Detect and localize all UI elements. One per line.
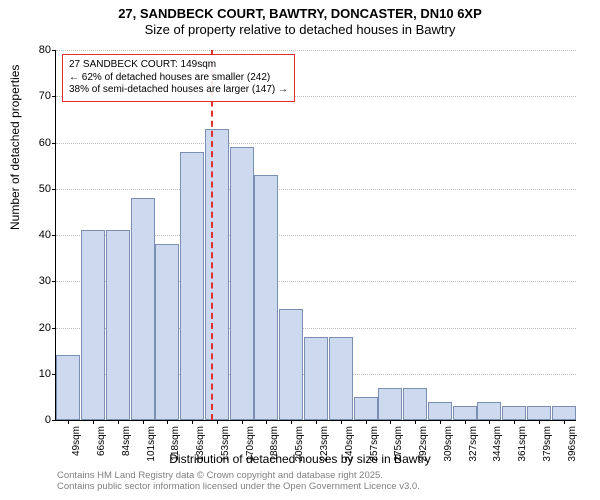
ytick-label: 80 bbox=[39, 44, 51, 56]
ytick-label: 30 bbox=[39, 275, 51, 287]
xtick-mark bbox=[465, 420, 466, 424]
xtick-mark bbox=[291, 420, 292, 424]
bar bbox=[205, 129, 229, 420]
xtick-label: 118sqm bbox=[170, 426, 181, 461]
bar bbox=[329, 337, 353, 420]
ytick-mark bbox=[52, 281, 56, 282]
attribution-line-1: Contains HM Land Registry data © Crown c… bbox=[57, 470, 420, 481]
xtick-mark bbox=[242, 420, 243, 424]
xtick-mark bbox=[564, 420, 565, 424]
bar bbox=[279, 309, 303, 420]
ytick-mark bbox=[52, 50, 56, 51]
xtick-label: 396sqm bbox=[567, 426, 578, 462]
xtick-mark bbox=[68, 420, 69, 424]
bar bbox=[81, 230, 105, 420]
title-line-2: Size of property relative to detached ho… bbox=[0, 22, 600, 38]
xtick-label: 153sqm bbox=[220, 426, 231, 462]
xtick-label: 170sqm bbox=[245, 426, 256, 462]
xtick-mark bbox=[167, 420, 168, 424]
xtick-mark bbox=[415, 420, 416, 424]
xtick-label: 49sqm bbox=[71, 426, 82, 456]
annotation-line2: ← 62% of detached houses are smaller (24… bbox=[69, 72, 288, 85]
bar bbox=[254, 175, 278, 420]
xtick-label: 327sqm bbox=[468, 426, 479, 462]
ytick-mark bbox=[52, 420, 56, 421]
xtick-mark bbox=[118, 420, 119, 424]
xtick-mark bbox=[539, 420, 540, 424]
annotation-line3: 38% of semi-detached houses are larger (… bbox=[69, 84, 288, 97]
bar bbox=[552, 406, 576, 420]
ytick-mark bbox=[52, 96, 56, 97]
xtick-mark bbox=[316, 420, 317, 424]
chart-container: 27, SANDBECK COURT, BAWTRY, DONCASTER, D… bbox=[0, 0, 600, 500]
ytick-label: 20 bbox=[39, 322, 51, 334]
xtick-mark bbox=[514, 420, 515, 424]
plot-area: 27 SANDBECK COURT: 149sqm← 62% of detach… bbox=[55, 50, 576, 421]
xtick-mark bbox=[217, 420, 218, 424]
bar bbox=[378, 388, 402, 420]
bar bbox=[477, 402, 501, 421]
xtick-label: 66sqm bbox=[96, 426, 107, 456]
bar bbox=[453, 406, 477, 420]
gridline bbox=[56, 143, 576, 144]
title-block: 27, SANDBECK COURT, BAWTRY, DONCASTER, D… bbox=[0, 0, 600, 37]
property-marker-line bbox=[211, 50, 213, 420]
xtick-mark bbox=[341, 420, 342, 424]
bar bbox=[230, 147, 254, 420]
xtick-label: 257sqm bbox=[369, 426, 380, 462]
bar bbox=[502, 406, 526, 420]
xtick-mark bbox=[266, 420, 267, 424]
xtick-label: 223sqm bbox=[319, 426, 330, 462]
ytick-mark bbox=[52, 143, 56, 144]
attribution-line-2: Contains public sector information licen… bbox=[57, 481, 420, 492]
annotation-box: 27 SANDBECK COURT: 149sqm← 62% of detach… bbox=[62, 54, 295, 102]
bar bbox=[180, 152, 204, 420]
bar bbox=[106, 230, 130, 420]
ytick-label: 70 bbox=[39, 90, 51, 102]
bar bbox=[428, 402, 452, 421]
xtick-label: 240sqm bbox=[344, 426, 355, 462]
xtick-label: 344sqm bbox=[492, 426, 503, 462]
xtick-label: 275sqm bbox=[393, 426, 404, 462]
ytick-mark bbox=[52, 235, 56, 236]
xtick-label: 188sqm bbox=[269, 426, 280, 462]
ytick-label: 0 bbox=[45, 414, 51, 426]
ytick-mark bbox=[52, 189, 56, 190]
ytick-label: 50 bbox=[39, 183, 51, 195]
xtick-mark bbox=[93, 420, 94, 424]
xtick-mark bbox=[440, 420, 441, 424]
xtick-mark bbox=[143, 420, 144, 424]
xtick-label: 379sqm bbox=[542, 426, 553, 462]
xtick-label: 84sqm bbox=[121, 426, 132, 456]
xtick-label: 309sqm bbox=[443, 426, 454, 462]
ytick-mark bbox=[52, 328, 56, 329]
xtick-label: 292sqm bbox=[418, 426, 429, 462]
xtick-mark bbox=[366, 420, 367, 424]
xtick-label: 136sqm bbox=[195, 426, 206, 462]
gridline bbox=[56, 189, 576, 190]
xtick-mark bbox=[489, 420, 490, 424]
ytick-label: 10 bbox=[39, 368, 51, 380]
ytick-label: 60 bbox=[39, 137, 51, 149]
bar bbox=[131, 198, 155, 420]
bar bbox=[304, 337, 328, 420]
xtick-label: 205sqm bbox=[294, 426, 305, 462]
bar bbox=[527, 406, 551, 420]
bar bbox=[354, 397, 378, 420]
bar bbox=[403, 388, 427, 420]
annotation-line1: 27 SANDBECK COURT: 149sqm bbox=[69, 59, 288, 72]
xtick-label: 101sqm bbox=[146, 426, 157, 462]
bar bbox=[155, 244, 179, 420]
ytick-label: 40 bbox=[39, 229, 51, 241]
xtick-mark bbox=[390, 420, 391, 424]
y-axis-label: Number of detached properties bbox=[8, 65, 22, 230]
attribution-text: Contains HM Land Registry data © Crown c… bbox=[57, 470, 420, 493]
title-line-1: 27, SANDBECK COURT, BAWTRY, DONCASTER, D… bbox=[0, 6, 600, 22]
bar bbox=[56, 355, 80, 420]
xtick-label: 361sqm bbox=[517, 426, 528, 462]
gridline bbox=[56, 50, 576, 51]
xtick-mark bbox=[192, 420, 193, 424]
